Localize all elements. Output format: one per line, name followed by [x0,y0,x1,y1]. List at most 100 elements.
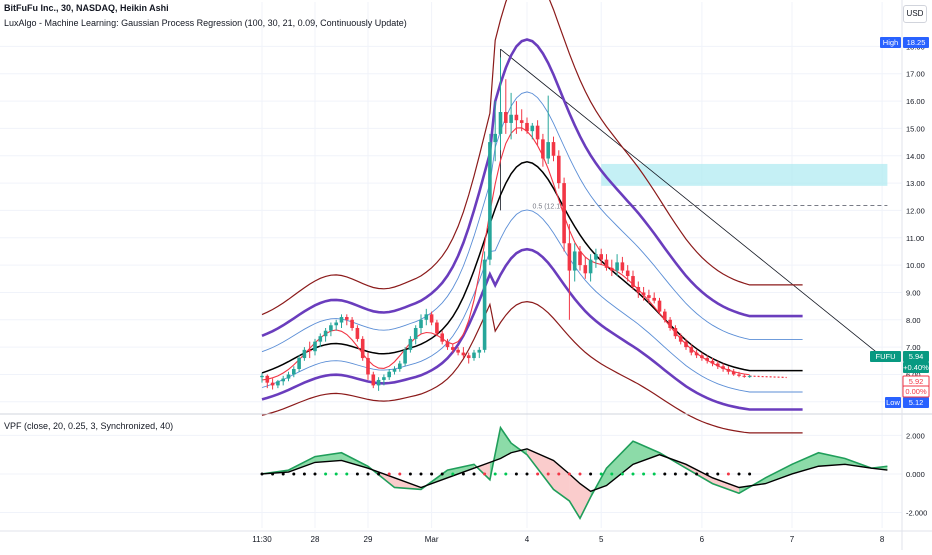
candle[interactable] [429,314,434,323]
candle[interactable] [615,262,619,271]
candle[interactable] [678,336,683,342]
candle[interactable] [376,379,381,386]
candle[interactable] [408,338,413,350]
low-label-badge[interactable]: Low [885,397,901,408]
candle[interactable] [610,267,614,271]
ref-change-badge[interactable]: 0.00% [902,385,930,398]
candle[interactable] [684,341,688,348]
candle[interactable] [477,349,482,353]
low-value-badge[interactable]: 5.12 [903,397,929,408]
candle[interactable] [371,374,376,386]
candle[interactable] [652,297,656,301]
candle[interactable] [578,251,582,266]
candle[interactable] [493,133,497,143]
candle[interactable] [604,259,609,268]
candle[interactable] [281,378,285,382]
candle[interactable] [721,366,725,369]
candle[interactable] [551,142,556,156]
candle[interactable] [588,259,593,274]
candle[interactable] [456,349,460,353]
candle[interactable] [599,254,603,260]
candle[interactable] [387,371,391,378]
candle[interactable] [567,243,572,271]
candle[interactable] [286,374,291,379]
candle[interactable] [519,120,524,123]
candle[interactable] [583,265,588,274]
candle[interactable] [710,360,715,364]
currency-button[interactable]: USD [903,5,927,23]
fib-zone[interactable] [601,163,888,186]
candle[interactable] [594,254,598,260]
candle[interactable] [742,375,747,377]
candle[interactable] [625,270,630,277]
candle[interactable] [419,319,423,328]
candle[interactable] [424,314,429,320]
candle[interactable] [302,349,307,359]
candle[interactable] [366,358,370,375]
candle[interactable] [345,317,349,320]
candle[interactable] [525,122,529,132]
high-label-badge[interactable]: High [880,37,901,48]
candle[interactable] [488,142,492,260]
candle[interactable] [313,341,317,352]
candle[interactable] [673,327,678,337]
candle[interactable] [726,368,731,372]
candle[interactable] [461,352,466,356]
candle[interactable] [482,259,487,350]
candle[interactable] [668,319,672,328]
candle[interactable] [641,292,646,296]
candle[interactable] [292,368,296,375]
candle[interactable] [562,183,566,244]
candle[interactable] [329,325,333,331]
candle[interactable] [260,375,264,378]
candle[interactable] [657,300,662,312]
candle[interactable] [530,125,535,132]
candle[interactable] [403,349,407,364]
candle[interactable] [663,311,667,320]
candle[interactable] [694,352,699,356]
candle[interactable] [472,352,476,359]
candle[interactable] [466,355,471,359]
indicator-title[interactable]: LuxAlgo - Machine Learning: Gaussian Pro… [4,18,407,28]
candle[interactable] [398,363,402,369]
ref-price-badge[interactable]: 5.92 [902,375,930,388]
candle[interactable] [541,139,545,159]
candle[interactable] [323,330,328,337]
candle[interactable] [504,112,508,123]
candle[interactable] [620,262,625,271]
candle[interactable] [382,377,386,380]
change-badge[interactable]: +0.40% [903,362,929,373]
candle[interactable] [265,375,270,383]
candle[interactable] [737,374,741,376]
candle[interactable] [631,276,635,287]
candle[interactable] [731,371,736,375]
candle[interactable] [509,114,513,123]
candle[interactable] [572,251,577,271]
candle[interactable] [700,355,704,359]
candle[interactable] [705,358,709,361]
candle[interactable] [392,368,397,372]
candle[interactable] [297,358,301,369]
candle[interactable] [350,319,354,328]
candle[interactable] [747,376,752,378]
candle[interactable] [360,338,365,359]
candle[interactable] [355,327,360,339]
candle[interactable] [440,333,444,342]
candle[interactable] [435,322,439,334]
candle[interactable] [334,322,338,326]
candle[interactable] [689,347,694,353]
candle[interactable] [270,382,275,386]
candle[interactable] [276,381,280,386]
oscillator-title[interactable]: VPF (close, 20, 0.25, 3, Synchronized, 4… [4,421,174,431]
ticker-badge[interactable]: FUFU [870,351,901,362]
candle[interactable] [498,112,503,134]
candle[interactable] [647,295,651,298]
candle[interactable] [636,286,641,293]
candle[interactable] [716,363,720,367]
candle[interactable] [557,155,561,184]
candle[interactable] [445,341,450,348]
candle[interactable] [318,336,323,342]
candle[interactable] [307,349,312,352]
high-value-badge[interactable]: 18.25 [903,37,929,48]
